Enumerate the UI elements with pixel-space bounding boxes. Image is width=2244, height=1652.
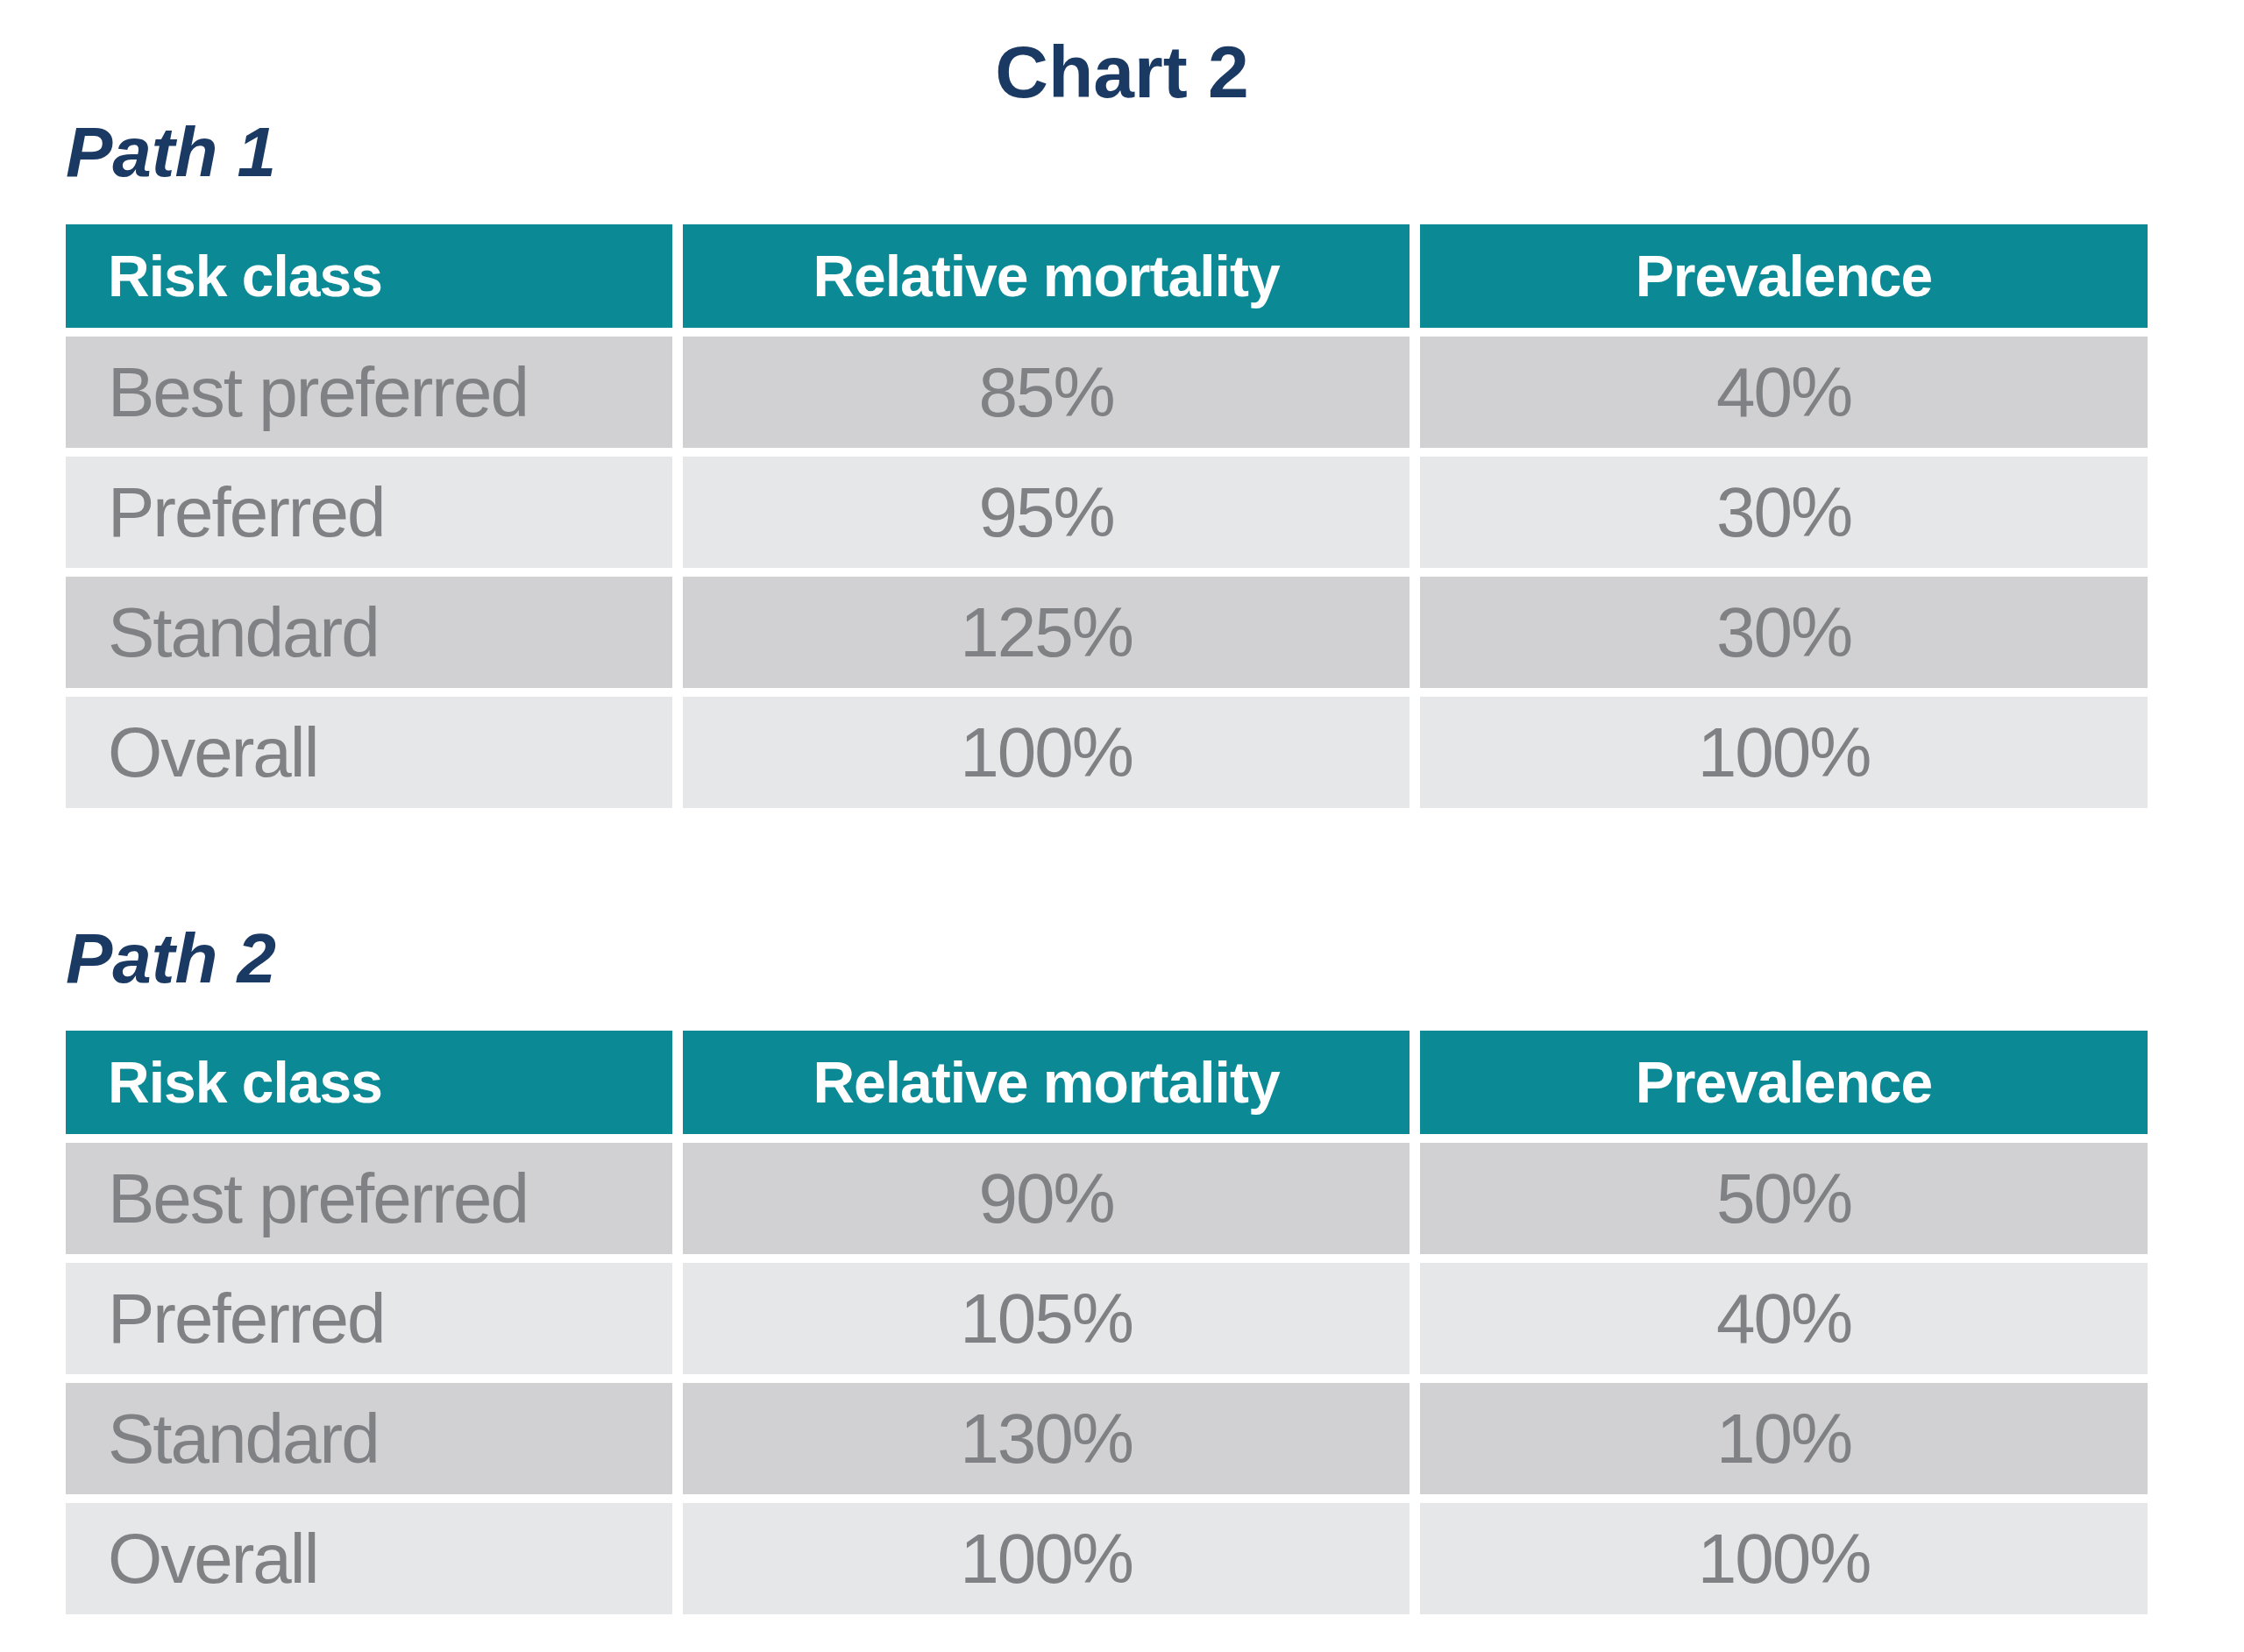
relative-mortality-cell: 85% xyxy=(683,337,1410,448)
prevalence-cell: 50% xyxy=(1420,1143,2148,1254)
path-2-table: Risk class Relative mortality Prevalence… xyxy=(66,1031,2148,1614)
prevalence-cell: 40% xyxy=(1420,1263,2148,1374)
prevalence-cell: 100% xyxy=(1420,1503,2148,1614)
prevalence-column-header: Prevalence xyxy=(1420,224,2148,328)
relative-mortality-cell: 125% xyxy=(683,577,1410,688)
prevalence-cell: 10% xyxy=(1420,1383,2148,1494)
prevalence-cell: 30% xyxy=(1420,457,2148,568)
prevalence-cell: 40% xyxy=(1420,337,2148,448)
risk-class-cell: Best preferred xyxy=(66,337,672,448)
chart-figure: Chart 2 Path 1 Risk class Relative morta… xyxy=(0,0,2244,1652)
relative-mortality-cell: 130% xyxy=(683,1383,1410,1494)
relative-mortality-cell: 105% xyxy=(683,1263,1410,1374)
chart-title: Chart 2 xyxy=(0,35,2244,109)
prevalence-column-header: Prevalence xyxy=(1420,1031,2148,1134)
risk-class-column-header: Risk class xyxy=(66,224,672,328)
relative-mortality-cell: 95% xyxy=(683,457,1410,568)
path-1-label: Path 1 xyxy=(66,117,2148,188)
path-2-label: Path 2 xyxy=(66,924,2148,994)
risk-class-cell: Preferred xyxy=(66,457,672,568)
path-1-table: Risk class Relative mortality Prevalence… xyxy=(66,224,2148,808)
relative-mortality-cell: 100% xyxy=(683,1503,1410,1614)
risk-class-cell: Standard xyxy=(66,1383,672,1494)
risk-class-cell: Best preferred xyxy=(66,1143,672,1254)
prevalence-cell: 30% xyxy=(1420,577,2148,688)
risk-class-cell: Standard xyxy=(66,577,672,688)
risk-class-cell: Overall xyxy=(66,697,672,808)
risk-class-column-header: Risk class xyxy=(66,1031,672,1134)
relative-mortality-cell: 100% xyxy=(683,697,1410,808)
risk-class-cell: Overall xyxy=(66,1503,672,1614)
chart-content: Path 1 Risk class Relative mortality Pre… xyxy=(66,117,2148,1614)
relative-mortality-column-header: Relative mortality xyxy=(683,1031,1410,1134)
prevalence-cell: 100% xyxy=(1420,697,2148,808)
relative-mortality-column-header: Relative mortality xyxy=(683,224,1410,328)
relative-mortality-cell: 90% xyxy=(683,1143,1410,1254)
risk-class-cell: Preferred xyxy=(66,1263,672,1374)
